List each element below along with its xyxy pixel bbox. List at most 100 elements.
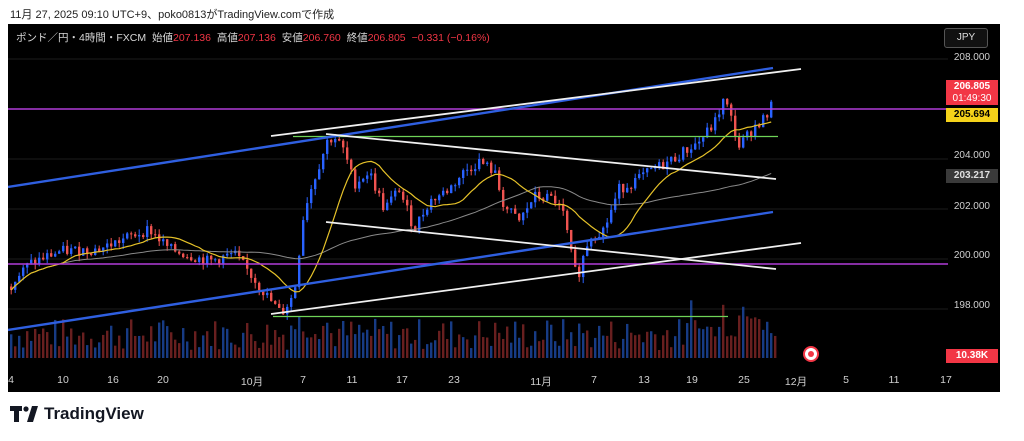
- candle-body: [146, 226, 149, 238]
- volume-bar: [438, 330, 441, 358]
- volume-bar: [458, 334, 461, 358]
- candle-body: [90, 253, 93, 255]
- volume-bar: [170, 332, 173, 358]
- candle-body: [446, 190, 449, 194]
- volume-bar: [694, 320, 697, 358]
- candle-body: [614, 198, 617, 210]
- volume-bar: [154, 341, 157, 358]
- volume-bar: [674, 336, 677, 358]
- candle-body: [374, 173, 377, 191]
- candle-body: [154, 234, 157, 236]
- volume-bar: [466, 339, 469, 358]
- volume-bar: [766, 321, 769, 358]
- volume-bar: [394, 348, 397, 358]
- candle-body: [582, 255, 585, 278]
- volume-bar: [206, 331, 209, 358]
- volume-bar: [738, 315, 741, 358]
- volume-bar: [390, 321, 393, 358]
- volume-bar: [518, 337, 521, 358]
- volume-bar: [494, 322, 497, 358]
- volume-bar: [122, 348, 125, 358]
- volume-bar: [718, 326, 721, 358]
- price-chart[interactable]: [8, 24, 1000, 392]
- volume-bar: [18, 335, 21, 358]
- volume-bar: [646, 331, 649, 358]
- candle-body: [694, 143, 697, 150]
- volume-badge: 10.38K: [946, 349, 998, 363]
- candle-body: [274, 301, 277, 304]
- volume-bar: [398, 335, 401, 358]
- candle-body: [634, 178, 637, 189]
- ma-fast-line: [10, 121, 772, 293]
- volume-bar: [506, 326, 509, 358]
- volume-bar: [346, 335, 349, 358]
- volume-bar: [510, 342, 513, 358]
- volume-bar: [514, 321, 517, 358]
- tradingview-logo: TradingView: [10, 404, 144, 424]
- volume-bar: [254, 341, 257, 358]
- volume-bar: [414, 339, 417, 358]
- candle-body: [318, 169, 321, 180]
- volume-bar: [114, 345, 117, 358]
- volume-bar: [198, 347, 201, 358]
- candle-body: [134, 234, 137, 237]
- countdown-badge: 01:49:30: [946, 93, 998, 105]
- candle-body: [538, 191, 541, 199]
- volume-bar: [266, 324, 269, 358]
- candle-body: [402, 191, 405, 200]
- volume-bar: [526, 347, 529, 358]
- symbol-name: ポンド／円・4時間・FXCM: [16, 32, 147, 44]
- candle-body: [666, 161, 669, 170]
- volume-bar: [742, 306, 745, 358]
- volume-bar: [726, 336, 729, 358]
- candle-body: [238, 250, 241, 257]
- volume-bar: [502, 338, 505, 358]
- volume-bar: [134, 335, 137, 358]
- volume-bar: [358, 324, 361, 358]
- date-tick: 11: [346, 374, 358, 386]
- volume-bar: [618, 348, 621, 358]
- candle-body: [670, 156, 673, 162]
- candle-body: [166, 239, 169, 246]
- volume-bar: [486, 337, 489, 358]
- candle-body: [410, 205, 413, 227]
- chart-panel[interactable]: ポンド／円・4時間・FXCM 始値207.136 高値207.136 安値206…: [8, 24, 1000, 392]
- volume-bar: [162, 320, 165, 358]
- candle-body: [82, 248, 85, 256]
- date-tick: 23: [448, 374, 460, 386]
- currency-button[interactable]: JPY: [944, 28, 988, 48]
- volume-bar: [374, 318, 377, 358]
- candle-body: [78, 246, 81, 256]
- volume-bar: [130, 319, 133, 358]
- volume-bar: [774, 335, 777, 358]
- volume-bar: [470, 348, 473, 358]
- candle-body: [170, 244, 173, 246]
- volume-bar: [362, 332, 365, 358]
- volume-bar: [194, 331, 197, 358]
- candle-body: [514, 208, 517, 214]
- candle-body: [106, 243, 109, 248]
- candle-body: [266, 292, 269, 296]
- candle-body: [126, 233, 129, 239]
- volume-bar: [638, 334, 641, 358]
- price-tick-204: 204.000: [953, 150, 990, 161]
- volume-bar: [326, 322, 329, 358]
- candle-body: [726, 98, 729, 105]
- candle-body: [690, 149, 693, 153]
- candle-body: [554, 195, 557, 204]
- change-value: −0.331 (−0.16%): [411, 32, 490, 44]
- candle-body: [466, 169, 469, 171]
- volume-bar: [622, 338, 625, 358]
- candle-body: [70, 248, 73, 254]
- candle-body: [54, 253, 57, 257]
- date-tick: 10: [57, 374, 69, 386]
- candle-body: [10, 286, 13, 290]
- volume-bar: [262, 342, 265, 358]
- close-value: 206.805: [367, 32, 406, 44]
- candle-body: [86, 248, 89, 254]
- open-value: 207.136: [173, 32, 211, 44]
- volume-bar: [566, 339, 569, 358]
- candle-body: [746, 131, 749, 138]
- candle-body: [210, 255, 213, 260]
- candle-body: [338, 138, 341, 141]
